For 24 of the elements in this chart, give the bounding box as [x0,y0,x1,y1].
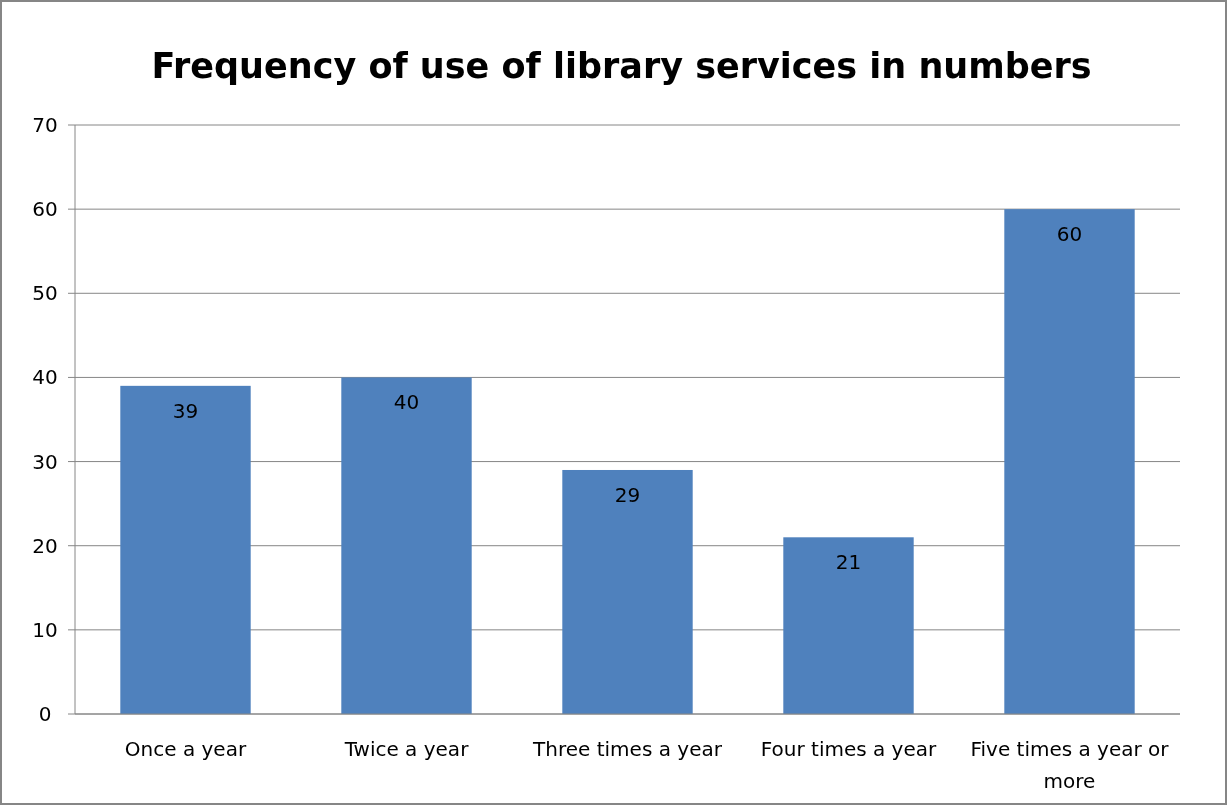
chart-title: Frequency of use of library services in numbers [151,46,1092,86]
y-tick-label: 30 [32,449,58,474]
x-tick-label: Five times a year or more [970,737,1170,793]
data-label: 40 [393,390,420,415]
y-tick-label: 10 [32,617,58,642]
bar [562,469,693,714]
x-tick-label: Three times a year [532,737,723,761]
data-label: 29 [614,482,641,507]
y-tick-label: 50 [32,281,58,306]
y-tick-label: 40 [32,365,58,390]
bar [1004,209,1135,714]
data-label: 21 [835,550,862,575]
x-tick-label: Once a year [124,737,247,761]
x-tick-label: Four times a year [760,737,938,761]
y-tick-label: 20 [32,533,58,558]
bar [341,377,472,714]
y-tick-label: 60 [32,197,58,222]
bar [120,385,251,714]
y-tick-label: 0 [38,702,52,726]
bar [783,537,914,714]
x-tick-label: Twice a year [343,737,470,761]
data-label: 39 [172,398,199,423]
data-label: 60 [1056,222,1083,247]
y-tick-label: 70 [32,113,58,137]
